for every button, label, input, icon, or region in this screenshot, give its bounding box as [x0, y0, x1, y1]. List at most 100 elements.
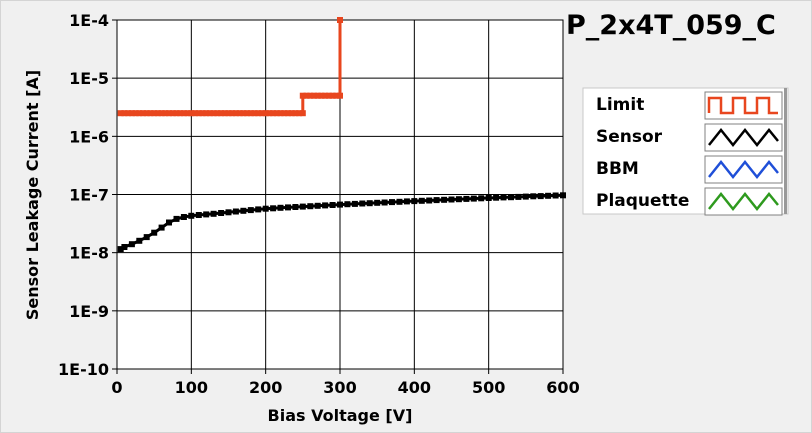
legend-item-plaquette[interactable]: Plaquette: [596, 187, 783, 216]
data-point-sensor: [173, 215, 180, 222]
data-point-limit: [337, 92, 343, 99]
data-point-sensor: [396, 198, 403, 205]
data-point-limit: [203, 110, 210, 117]
data-point-sensor: [117, 246, 124, 253]
x-tick-label: 0: [111, 378, 122, 397]
data-point-limit: [333, 92, 340, 99]
data-point-sensor: [262, 205, 269, 212]
data-point-limit: [266, 110, 273, 117]
data-point-sensor: [359, 200, 366, 207]
data-point-limit: [270, 110, 277, 117]
y-tick-label: 1E-9: [69, 302, 109, 321]
series-sensor: [117, 192, 566, 253]
legend-item-limit[interactable]: Limit: [596, 91, 783, 120]
x-tick-label: 200: [249, 378, 282, 397]
x-tick-label: 100: [175, 378, 208, 397]
data-point-limit: [151, 110, 158, 117]
data-point-limit: [292, 110, 299, 117]
x-tick-label: 300: [323, 378, 356, 397]
data-point-sensor: [374, 199, 381, 206]
data-point-limit: [210, 110, 217, 117]
data-point-sensor: [381, 199, 388, 206]
data-point-limit: [206, 110, 213, 117]
data-point-sensor: [366, 200, 373, 207]
data-point-sensor: [403, 198, 410, 205]
data-point-sensor: [285, 204, 291, 211]
tick-labels: 0 100 200 300 400 500 600 1E-10 1E-9 1E-8 1E-7 1E-6…: [58, 11, 580, 397]
data-point-limit: [255, 110, 262, 117]
data-point-limit: [195, 110, 202, 117]
data-point-limit: [214, 110, 221, 117]
data-point-sensor: [210, 210, 217, 217]
data-point-sensor: [389, 199, 395, 206]
data-point-sensor: [552, 192, 559, 199]
data-point-sensor: [351, 200, 358, 207]
data-point-sensor: [337, 201, 343, 208]
data-point-limit: [318, 92, 325, 99]
y-axis-label: Sensor Leakage Current [A]: [23, 70, 42, 320]
data-point-sensor: [307, 203, 314, 210]
y-tick-label: 1E-8: [69, 244, 109, 263]
data-point-limit: [296, 110, 303, 117]
data-point-sensor: [195, 212, 202, 218]
data-point-limit: [299, 92, 306, 99]
data-point-sensor: [463, 195, 470, 202]
legend-sample-sensor: [708, 127, 779, 148]
data-point-sensor: [448, 196, 455, 203]
data-point-limit: [281, 110, 288, 117]
data-point-sensor: [545, 192, 552, 199]
data-point-sensor: [180, 214, 187, 220]
data-point-sensor: [128, 241, 135, 248]
data-point-limit: [158, 110, 165, 117]
data-point-sensor: [151, 229, 158, 236]
data-point-limit: [244, 110, 251, 117]
x-axis-label: Bias Voltage [V]: [268, 406, 413, 425]
data-point-sensor: [314, 202, 321, 209]
data-point-limit: [128, 110, 135, 117]
legend-item-bbm[interactable]: BBM: [596, 155, 783, 184]
data-point-sensor: [322, 202, 329, 209]
data-point-sensor: [418, 197, 425, 204]
data-point-sensor: [188, 212, 195, 219]
data-point-limit: [117, 110, 124, 117]
data-point-sensor: [441, 196, 448, 203]
data-point-limit: [121, 110, 128, 117]
legend-swatch-limit: [704, 91, 783, 120]
data-point-limit: [329, 92, 336, 99]
data-point-sensor: [158, 224, 165, 231]
data-point-limit: [132, 110, 139, 117]
data-point-sensor: [560, 192, 566, 199]
data-point-sensor: [136, 237, 143, 244]
y-tick-label: 1E-4: [69, 11, 109, 30]
data-point-limit: [325, 92, 332, 99]
data-point-limit: [188, 110, 195, 117]
data-point-limit: [277, 110, 284, 117]
data-point-limit: [143, 110, 150, 117]
data-point-sensor: [537, 193, 544, 200]
data-point-sensor: [232, 208, 239, 215]
data-point-limit: [147, 110, 154, 117]
data-point-limit: [173, 110, 180, 117]
data-point-limit: [221, 110, 228, 117]
data-point-limit: [218, 110, 225, 117]
data-point-sensor: [121, 244, 128, 250]
data-point-limit: [299, 110, 306, 117]
data-point-limit: [125, 110, 132, 117]
data-point-sensor: [292, 204, 299, 210]
data-point-limit: [180, 110, 187, 117]
legend-label-bbm: BBM: [596, 159, 639, 179]
data-point-sensor: [426, 197, 433, 204]
data-point-limit: [259, 110, 265, 117]
y-tick-label: 1E-5: [69, 69, 109, 88]
data-point-limit: [225, 110, 232, 117]
legend-item-sensor[interactable]: Sensor: [596, 123, 783, 152]
legend-scrollbar[interactable]: [784, 88, 787, 214]
data-point-limit: [232, 110, 239, 117]
data-point-limit: [140, 110, 146, 117]
data-point-limit: [136, 110, 143, 117]
chart-title: P_2x4T_059_C: [566, 10, 776, 41]
data-point-limit: [229, 110, 236, 117]
data-point-limit: [154, 110, 161, 117]
data-point-limit: [307, 92, 314, 99]
legend: Limit Sensor BBM Plaquette: [582, 87, 789, 216]
